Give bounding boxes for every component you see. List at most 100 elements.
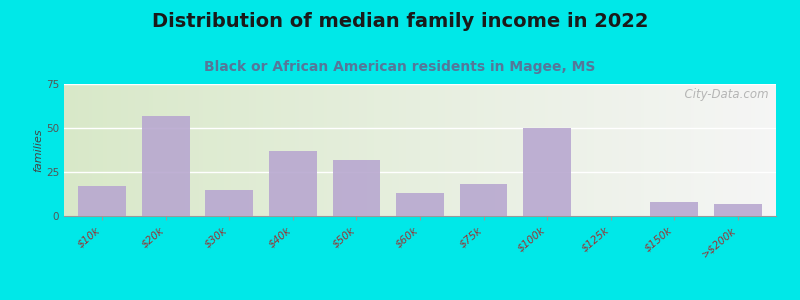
Bar — [106, 84, 110, 216]
Bar — [338, 84, 342, 216]
Bar — [142, 84, 146, 216]
Bar — [114, 84, 118, 216]
Bar — [605, 84, 609, 216]
Bar — [609, 84, 612, 216]
Bar — [224, 84, 228, 216]
Bar — [313, 84, 317, 216]
Bar — [185, 84, 189, 216]
Bar — [320, 84, 324, 216]
Bar — [712, 84, 715, 216]
Bar — [658, 84, 662, 216]
Bar — [189, 84, 192, 216]
Bar — [662, 84, 666, 216]
Bar — [402, 84, 406, 216]
Text: Distribution of median family income in 2022: Distribution of median family income in … — [152, 12, 648, 31]
Bar — [648, 84, 651, 216]
Bar — [299, 84, 302, 216]
Text: Black or African American residents in Magee, MS: Black or African American residents in M… — [204, 60, 596, 74]
Bar — [132, 84, 135, 216]
Bar — [534, 84, 538, 216]
Bar — [552, 84, 555, 216]
Bar — [644, 84, 648, 216]
Bar — [199, 84, 203, 216]
Bar — [417, 84, 420, 216]
Bar — [192, 84, 196, 216]
Bar — [477, 84, 481, 216]
Bar — [449, 84, 452, 216]
Bar — [666, 84, 669, 216]
Bar — [310, 84, 314, 216]
Bar — [395, 84, 398, 216]
Bar — [744, 84, 747, 216]
Bar — [118, 84, 121, 216]
Bar — [157, 84, 160, 216]
Bar — [295, 84, 299, 216]
Bar — [64, 84, 67, 216]
Bar — [302, 84, 306, 216]
Bar — [676, 84, 680, 216]
Bar — [580, 84, 584, 216]
Bar — [434, 84, 438, 216]
Bar — [274, 84, 278, 216]
Bar — [374, 84, 378, 216]
Bar — [523, 84, 527, 216]
Bar — [333, 160, 380, 216]
Bar — [734, 84, 737, 216]
Bar — [459, 84, 462, 216]
Bar — [773, 84, 776, 216]
Bar — [626, 84, 630, 216]
Bar — [178, 84, 182, 216]
Bar — [705, 84, 708, 216]
Bar — [288, 84, 292, 216]
Bar — [221, 84, 224, 216]
Bar — [103, 84, 106, 216]
Bar — [378, 84, 381, 216]
Bar — [719, 84, 722, 216]
Bar — [398, 84, 402, 216]
Bar — [714, 204, 762, 216]
Bar — [655, 84, 658, 216]
Bar — [413, 84, 417, 216]
Bar — [530, 84, 534, 216]
Bar — [548, 84, 552, 216]
Bar — [594, 84, 598, 216]
Bar — [623, 84, 626, 216]
Bar — [430, 84, 434, 216]
Bar — [384, 84, 388, 216]
Bar — [641, 84, 644, 216]
Bar — [391, 84, 395, 216]
Bar — [334, 84, 338, 216]
Bar — [555, 84, 559, 216]
Bar — [121, 84, 125, 216]
Bar — [206, 84, 210, 216]
Bar — [523, 128, 571, 216]
Bar — [452, 84, 456, 216]
Bar — [694, 84, 698, 216]
Bar — [82, 84, 86, 216]
Bar — [242, 84, 246, 216]
Bar — [142, 116, 190, 216]
Bar — [238, 84, 242, 216]
Bar — [281, 84, 285, 216]
Bar — [138, 84, 142, 216]
Bar — [474, 84, 477, 216]
Bar — [702, 84, 705, 216]
Bar — [406, 84, 410, 216]
Bar — [196, 84, 199, 216]
Bar — [766, 84, 769, 216]
Bar — [494, 84, 498, 216]
Bar — [715, 84, 719, 216]
Bar — [747, 84, 751, 216]
Text: City-Data.com: City-Data.com — [678, 88, 769, 101]
Bar — [260, 84, 263, 216]
Bar — [125, 84, 128, 216]
Bar — [634, 84, 637, 216]
Bar — [74, 84, 78, 216]
Bar — [584, 84, 587, 216]
Bar — [506, 84, 509, 216]
Bar — [737, 84, 740, 216]
Bar — [708, 84, 712, 216]
Bar — [381, 84, 385, 216]
Bar — [217, 84, 221, 216]
Bar — [570, 84, 573, 216]
